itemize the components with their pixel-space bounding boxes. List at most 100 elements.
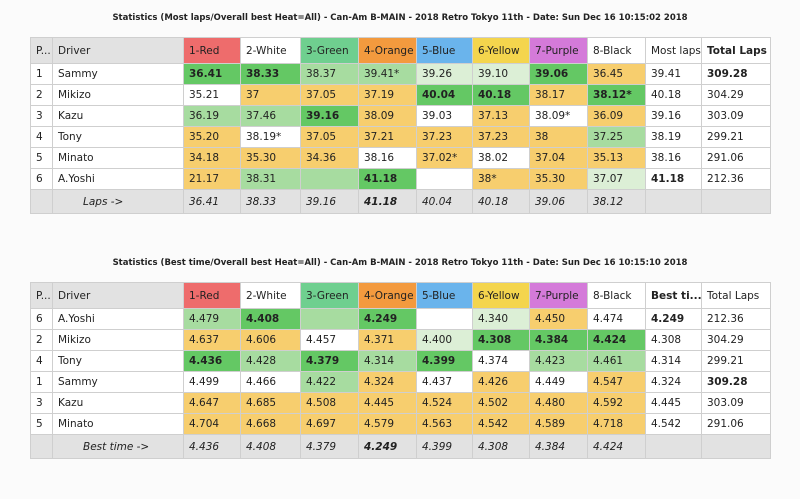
column-header[interactable]: P...	[30, 37, 53, 64]
most-laps-table: P... Driver 1-Red 2-White 3-Green 4-Orange 5-B…	[30, 37, 771, 214]
value-cell: 37.13	[472, 105, 530, 127]
position-cell: 4	[30, 350, 53, 372]
value-cell: 309.28	[701, 63, 771, 85]
column-header[interactable]: Driver	[52, 282, 184, 309]
value-cell: 291.06	[701, 147, 771, 169]
value-cell: 4.542	[472, 413, 530, 435]
column-header[interactable]: P...	[30, 282, 53, 309]
value-cell: 4.668	[240, 413, 301, 435]
driver-cell: Kazu	[52, 105, 184, 127]
driver-cell: Sammy	[52, 63, 184, 85]
footer-cell: 38.33	[240, 189, 301, 214]
value-cell: 4.547	[587, 371, 646, 393]
value-cell: 39.26	[416, 63, 473, 85]
column-header[interactable]: 6-Yellow	[472, 282, 530, 309]
value-cell: 4.718	[587, 413, 646, 435]
value-cell: 36.45	[587, 63, 646, 85]
footer-cell: 41.18	[358, 189, 417, 214]
value-cell: 4.423	[529, 350, 588, 372]
column-header[interactable]: 2-White	[240, 37, 301, 64]
value-cell: 39.16	[300, 105, 359, 127]
value-cell: 39.41*	[358, 63, 417, 85]
position-cell: 4	[30, 126, 53, 148]
footer-cell	[30, 189, 53, 214]
column-header[interactable]: 4-Orange	[358, 37, 417, 64]
position-cell: 6	[30, 308, 53, 330]
column-header[interactable]: 7-Purple	[529, 37, 588, 64]
position-cell: 5	[30, 413, 53, 435]
value-cell: 4.371	[358, 329, 417, 351]
value-cell: 4.592	[587, 392, 646, 414]
footer-label: Laps ->	[52, 189, 184, 214]
value-cell: 38*	[472, 168, 530, 190]
column-header[interactable]: 1-Red	[183, 282, 241, 309]
value-cell: 38.19	[645, 126, 702, 148]
value-cell: 4.384	[529, 329, 588, 351]
value-cell: 40.04	[416, 84, 473, 106]
value-cell: 37.19	[358, 84, 417, 106]
column-header[interactable]: 4-Orange	[358, 282, 417, 309]
column-header[interactable]: 1-Red	[183, 37, 241, 64]
value-cell: 38	[529, 126, 588, 148]
value-cell: 4.314	[645, 350, 702, 372]
value-cell: 4.704	[183, 413, 241, 435]
column-header[interactable]: 3-Green	[300, 282, 359, 309]
value-cell: 4.542	[645, 413, 702, 435]
position-cell: 3	[30, 392, 53, 414]
value-cell: 37.05	[300, 84, 359, 106]
table-row: 5 Minato 4.704 4.668 4.697 4.579 4.563 4.542 4.5…	[30, 413, 771, 435]
value-cell: 212.36	[701, 308, 771, 330]
value-cell: 299.21	[701, 126, 771, 148]
value-cell: 4.445	[358, 392, 417, 414]
value-cell: 39.10	[472, 63, 530, 85]
value-cell: 38.37	[300, 63, 359, 85]
column-header[interactable]: 8-Black	[587, 37, 646, 64]
value-cell: 4.324	[645, 371, 702, 393]
table-row: 2 Mikizo 4.637 4.606 4.457 4.371 4.400 4.308 4.3…	[30, 329, 771, 351]
column-header[interactable]: Total Laps	[701, 37, 771, 64]
value-cell: 37.04	[529, 147, 588, 169]
footer-cell	[30, 434, 53, 459]
column-header[interactable]: 5-Blue	[416, 282, 473, 309]
value-cell: 4.480	[529, 392, 588, 414]
value-cell: 38.12*	[587, 84, 646, 106]
value-cell	[416, 308, 473, 330]
footer-cell: 39.06	[529, 189, 588, 214]
value-cell: 37	[240, 84, 301, 106]
value-cell: 4.508	[300, 392, 359, 414]
driver-cell: Mikizo	[52, 84, 184, 106]
table-row: 1 Sammy 36.41 38.33 38.37 39.41* 39.26 39.10 39.…	[30, 63, 771, 85]
column-header[interactable]: 6-Yellow	[472, 37, 530, 64]
value-cell: 304.29	[701, 84, 771, 106]
footer-cell: 39.16	[300, 189, 359, 214]
value-cell: 4.426	[472, 371, 530, 393]
footer-label: Best time ->	[52, 434, 184, 459]
driver-cell: Tony	[52, 126, 184, 148]
column-header[interactable]: Best ti...	[645, 282, 702, 309]
value-cell: 35.21	[183, 84, 241, 106]
column-header[interactable]: 7-Purple	[529, 282, 588, 309]
column-header[interactable]: Most laps	[645, 37, 702, 64]
value-cell: 4.399	[416, 350, 473, 372]
column-header[interactable]: 5-Blue	[416, 37, 473, 64]
position-cell: 1	[30, 63, 53, 85]
value-cell: 4.379	[300, 350, 359, 372]
value-cell: 4.374	[472, 350, 530, 372]
table-row: 6 A.Yoshi 21.17 38.31 41.18 38* 35.30 37.07 41.1…	[30, 168, 771, 190]
value-cell: 303.09	[701, 392, 771, 414]
footer-cell: 4.436	[183, 434, 241, 459]
value-cell: 4.400	[416, 329, 473, 351]
value-cell: 4.524	[416, 392, 473, 414]
column-header[interactable]: Driver	[52, 37, 184, 64]
header-row: P... Driver 1-Red 2-White 3-Green 4-Orange 5-B…	[30, 37, 771, 64]
column-header[interactable]: 2-White	[240, 282, 301, 309]
driver-cell: Kazu	[52, 392, 184, 414]
driver-cell: Sammy	[52, 371, 184, 393]
value-cell: 34.18	[183, 147, 241, 169]
value-cell: 38.16	[358, 147, 417, 169]
column-header[interactable]: 8-Black	[587, 282, 646, 309]
footer-cell: 4.384	[529, 434, 588, 459]
table-row: 2 Mikizo 35.21 37 37.05 37.19 40.04 40.18 38.17 3…	[30, 84, 771, 106]
column-header[interactable]: 3-Green	[300, 37, 359, 64]
column-header[interactable]: Total Laps	[701, 282, 771, 309]
